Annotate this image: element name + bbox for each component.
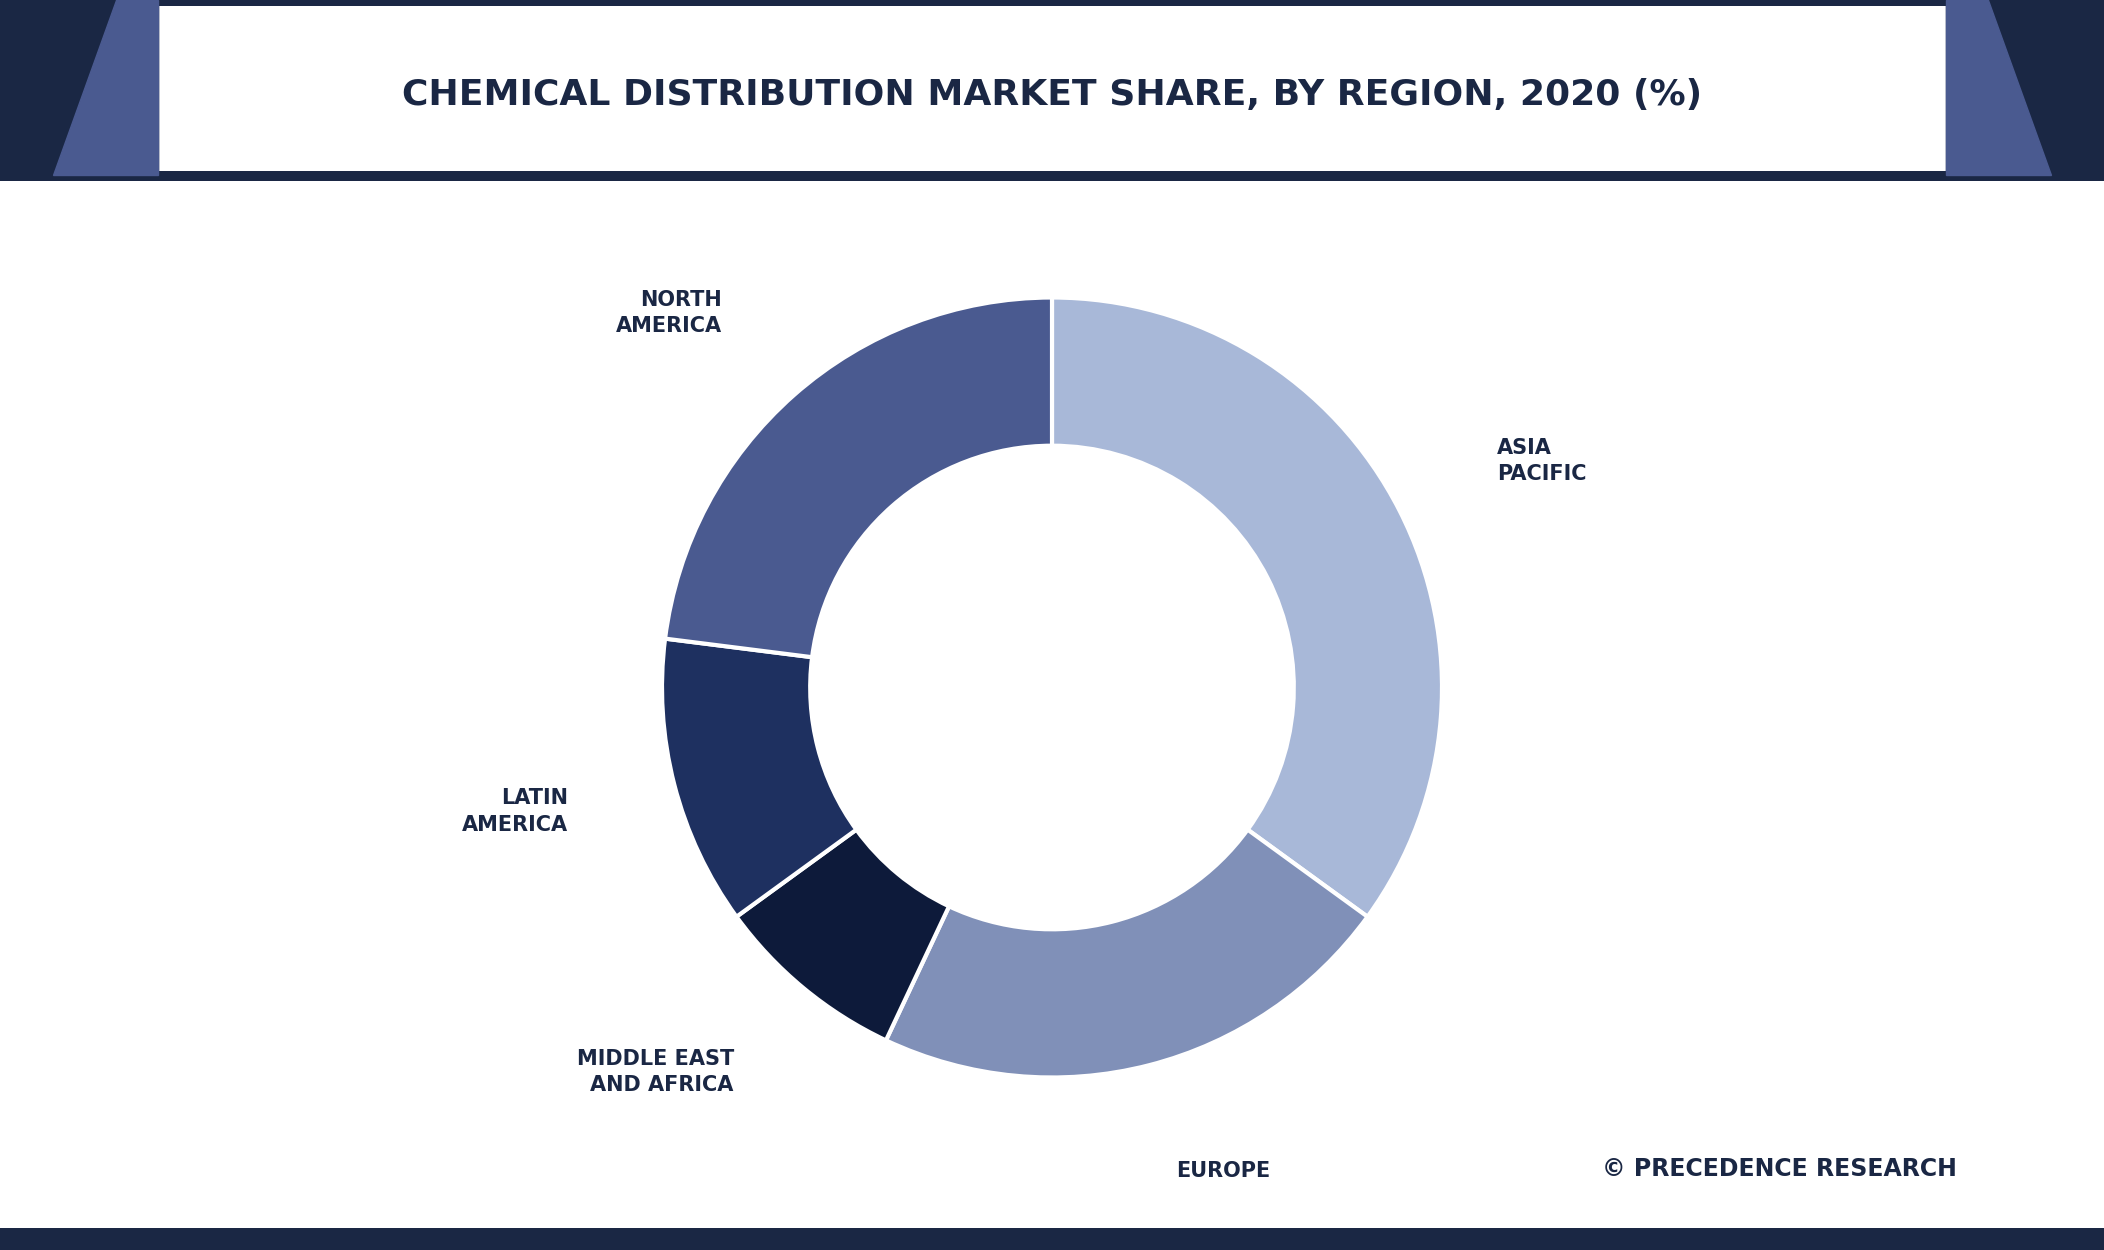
Wedge shape xyxy=(1052,298,1441,916)
Wedge shape xyxy=(665,298,1052,658)
Wedge shape xyxy=(663,639,856,916)
Text: EUROPE: EUROPE xyxy=(1176,1161,1271,1181)
Text: NORTH
AMERICA: NORTH AMERICA xyxy=(616,290,722,336)
Wedge shape xyxy=(736,830,949,1040)
Text: MIDDLE EAST
AND AFRICA: MIDDLE EAST AND AFRICA xyxy=(576,1049,734,1095)
Text: © PRECEDENCE RESEARCH: © PRECEDENCE RESEARCH xyxy=(1601,1158,1957,1181)
Text: LATIN
AMERICA: LATIN AMERICA xyxy=(463,789,568,835)
Text: CHEMICAL DISTRIBUTION MARKET SHARE, BY REGION, 2020 (%): CHEMICAL DISTRIBUTION MARKET SHARE, BY R… xyxy=(402,78,1702,112)
Circle shape xyxy=(814,450,1290,925)
Text: ASIA
PACIFIC: ASIA PACIFIC xyxy=(1496,438,1586,484)
Wedge shape xyxy=(886,830,1368,1078)
